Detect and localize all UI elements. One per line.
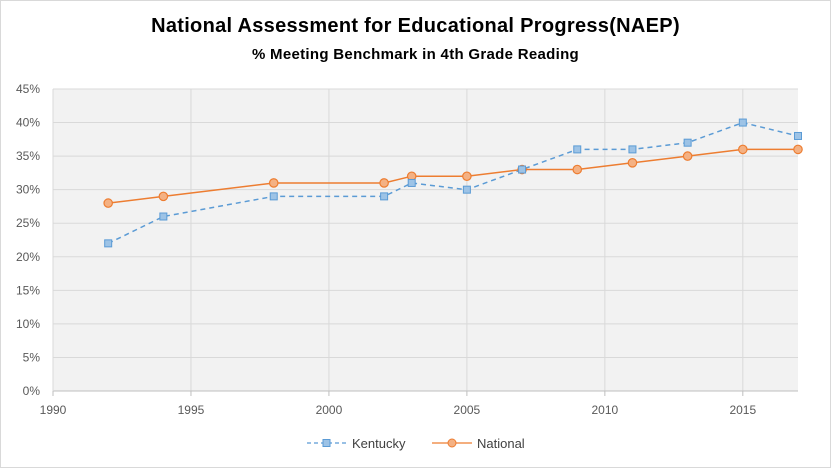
data-point-kentucky [683, 138, 692, 147]
legend-item-kentucky: Kentucky [306, 434, 405, 452]
x-tick-label: 2005 [454, 403, 481, 417]
data-point-kentucky [104, 239, 113, 248]
data-point-national [268, 178, 279, 188]
chart-subtitle: % Meeting Benchmark in 4th Grade Reading [251, 46, 580, 63]
y-tick-label: 25% [16, 216, 40, 230]
legend-swatch-kentucky [307, 439, 347, 447]
legend-label-national: National [477, 435, 525, 451]
data-point-kentucky [269, 192, 278, 201]
legend: Kentucky National [1, 434, 830, 452]
data-point-national [379, 178, 389, 188]
data-point-kentucky [738, 118, 747, 127]
data-point-kentucky [794, 131, 802, 140]
chart-title: National Assessment for Educational Prog… [151, 15, 680, 37]
y-tick-label: 20% [16, 250, 40, 264]
y-tick-label: 5% [23, 350, 41, 364]
x-tick-label: 2015 [729, 403, 756, 417]
data-point-kentucky [462, 185, 471, 194]
x-tick-label: 1990 [40, 403, 67, 417]
series-line-national [108, 148, 798, 204]
y-tick-label: 35% [16, 149, 40, 163]
x-tick-label: 2010 [592, 403, 619, 417]
x-tick-label: 2000 [316, 403, 343, 417]
data-point-kentucky [159, 212, 168, 221]
y-tick-label: 10% [16, 317, 40, 331]
y-tick-label: 40% [16, 116, 40, 130]
series-line-kentucky [107, 121, 799, 245]
data-point-national [682, 151, 693, 161]
y-tick-label: 30% [16, 183, 40, 197]
data-point-national [103, 198, 113, 208]
y-tick-label: 0% [23, 384, 41, 398]
legend-label-kentucky: Kentucky [352, 435, 406, 451]
legend-item-national: National [431, 434, 525, 452]
data-point-kentucky [628, 145, 637, 154]
data-point-kentucky [573, 145, 582, 154]
data-point-national [627, 158, 638, 168]
data-point-national [572, 164, 583, 175]
y-tick-label: 15% [16, 283, 40, 297]
data-point-national [158, 191, 169, 202]
data-point-kentucky [407, 178, 416, 187]
data-point-kentucky [380, 192, 389, 201]
data-point-national [462, 171, 472, 182]
data-point-national [793, 144, 803, 155]
legend-swatch-national [432, 438, 472, 448]
data-point-kentucky [518, 165, 527, 174]
plot-background [53, 89, 798, 391]
x-tick-label: 1995 [178, 403, 205, 417]
data-point-national [738, 144, 748, 155]
y-tick-label: 45% [16, 82, 40, 96]
